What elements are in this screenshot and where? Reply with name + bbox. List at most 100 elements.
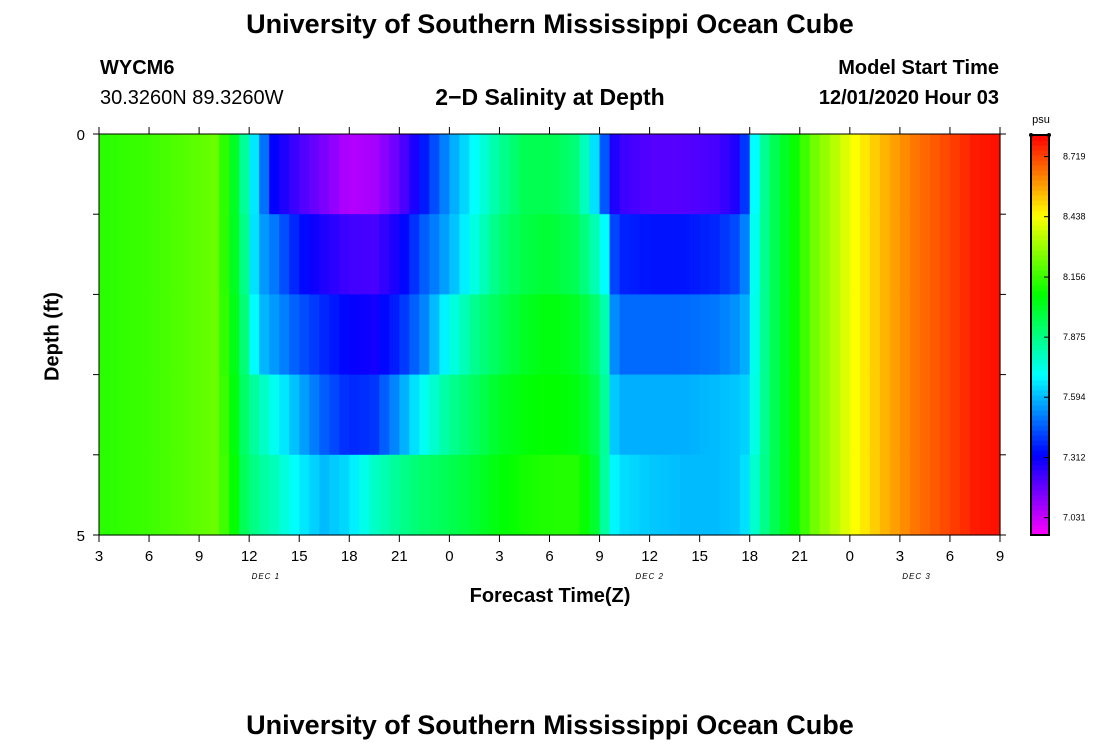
heatmap-cell [99, 374, 110, 456]
heatmap-cell [719, 214, 731, 295]
heatmap-cell [569, 134, 581, 215]
heatmap-cell [369, 294, 380, 376]
heatmap-cell [929, 214, 941, 295]
heatmap-cell [819, 294, 831, 376]
heatmap-cell [749, 454, 761, 536]
heatmap-cell [929, 134, 941, 215]
heatmap-cell [99, 214, 110, 295]
heatmap-cell [469, 294, 481, 376]
heatmap-cell [909, 294, 921, 376]
heatmap-cell [739, 214, 751, 295]
heatmap-cell [899, 374, 911, 456]
heatmap-cell [389, 294, 400, 376]
heatmap-cell [399, 374, 410, 456]
heatmap-cell [939, 454, 951, 536]
heatmap-cell [289, 134, 300, 215]
colorbar-cell [1031, 330, 1049, 336]
heatmap-cell [519, 374, 531, 456]
heatmap-cell [549, 214, 561, 295]
colorbar-cell [1031, 480, 1049, 486]
heatmap-cell [459, 454, 471, 536]
colorbar-cell [1031, 275, 1049, 281]
heatmap-cell [509, 374, 521, 456]
colorbar-cell [1031, 240, 1049, 246]
heatmap-cell [319, 294, 330, 376]
heatmap-cell [909, 214, 921, 295]
heatmap-cell [849, 454, 861, 536]
colorbar-cell [1031, 280, 1049, 286]
colorbar-cell [1031, 510, 1049, 516]
heatmap-cell [689, 214, 701, 295]
colorbar-cell [1031, 505, 1049, 511]
colorbar-tick-label: 8.438 [1063, 212, 1086, 222]
colorbar-cell [1031, 235, 1049, 241]
heatmap-cell [239, 134, 250, 215]
colorbar-tick-label: 7.594 [1063, 392, 1086, 402]
heatmap-cell [369, 214, 380, 295]
heatmap-cell [829, 134, 841, 215]
heatmap-cell [99, 134, 110, 215]
heatmap-cell [939, 214, 951, 295]
colorbar-cell [1031, 515, 1049, 521]
heatmap-cell [799, 134, 811, 215]
heatmap-cell [209, 454, 220, 536]
heatmap-cell [379, 374, 390, 456]
heatmap-cell [99, 294, 110, 376]
heatmap-cell [489, 214, 501, 295]
colorbar-cell [1031, 435, 1049, 441]
heatmap-cell [789, 454, 801, 536]
heatmap-cell [739, 134, 751, 215]
colorbar-cell [1031, 470, 1049, 476]
colorbar-cell [1031, 215, 1049, 221]
heatmap-cell [229, 134, 240, 215]
heatmap-cell [869, 454, 881, 536]
heatmap-cell [629, 454, 641, 536]
heatmap-cell [139, 454, 150, 536]
heatmap-cell [439, 454, 450, 536]
colorbar-cell [1031, 315, 1049, 321]
heatmap-cell [499, 294, 511, 376]
heatmap-cell [179, 134, 190, 215]
heatmap-cell [479, 374, 491, 456]
colorbar-cell [1031, 385, 1049, 391]
colorbar-cell [1031, 245, 1049, 251]
heatmap-cell [859, 294, 871, 376]
heatmap-cell [639, 374, 651, 456]
heatmap-cell [589, 374, 601, 456]
heatmap-cell [149, 134, 160, 215]
colorbar-cell [1031, 165, 1049, 171]
x-tick-label: 3 [95, 548, 103, 565]
heatmap-cell [579, 214, 591, 295]
heatmap-cell [519, 294, 531, 376]
heatmap-cell [199, 214, 210, 295]
heatmap-cell [969, 214, 981, 295]
heatmap-cell [389, 454, 400, 536]
heatmap-cell [179, 294, 190, 376]
colorbar-cell [1031, 305, 1049, 311]
heatmap-cell [609, 294, 621, 376]
heatmap-cell [539, 294, 551, 376]
heatmap-cell [259, 134, 270, 215]
heatmap-cell [529, 134, 541, 215]
heatmap-cell [819, 374, 831, 456]
colorbar-cell [1031, 415, 1049, 421]
heatmap-cell [769, 214, 781, 295]
heatmap-cell [979, 134, 991, 215]
heatmap-cell [759, 374, 771, 456]
heatmap-cell [189, 134, 200, 215]
heatmap-cell [649, 214, 661, 295]
heatmap-cell [979, 214, 991, 295]
heatmap-cell [799, 454, 811, 536]
heatmap-cell [859, 214, 871, 295]
heatmap-cell [669, 134, 681, 215]
heatmap-cell [359, 374, 370, 456]
heatmap-cell [649, 454, 661, 536]
x-tick-label: 9 [996, 548, 1004, 565]
footer-title: University of Southern Mississippi Ocean… [246, 710, 854, 740]
heatmap-cell [99, 454, 110, 536]
heatmap-cell [709, 134, 721, 215]
heatmap-cell [909, 134, 921, 215]
colorbar-cell [1031, 355, 1049, 361]
x-tick-label: 15 [691, 548, 708, 565]
heatmap-cell [769, 454, 781, 536]
